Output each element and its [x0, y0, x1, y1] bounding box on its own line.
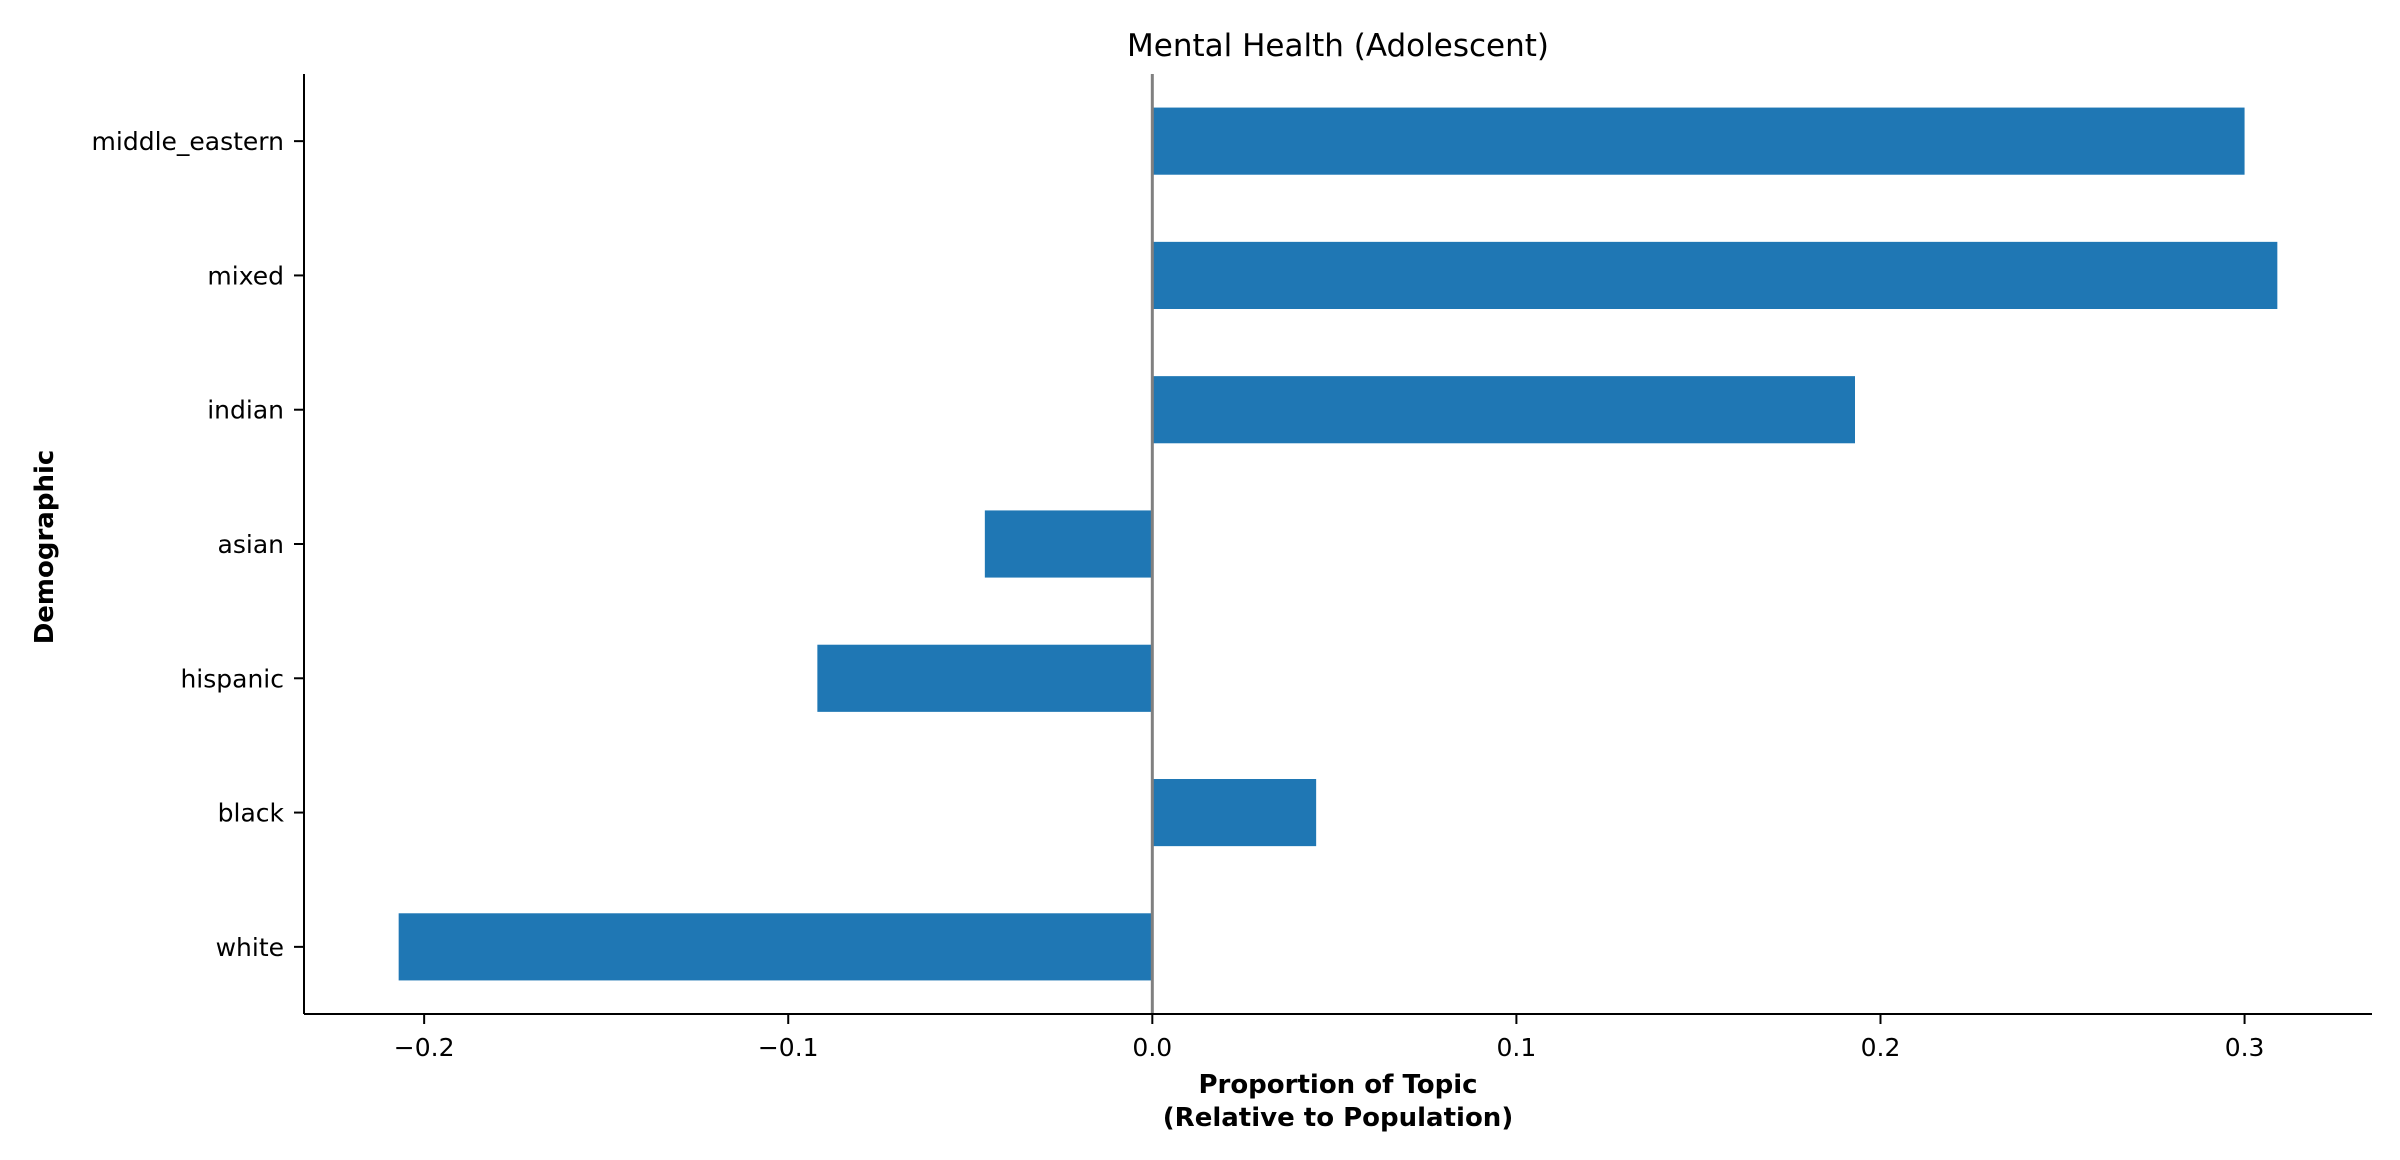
- y-tick-label-asian: asian: [218, 530, 284, 559]
- x-axis-label-line-1: Proportion of Topic: [1198, 1070, 1477, 1100]
- bars-group: [398, 107, 2278, 981]
- y-axis-label: Demographic: [30, 450, 60, 645]
- y-tick-label-indian: indian: [207, 396, 284, 425]
- x-axis-label-line-2: (Relative to Population): [1163, 1103, 1513, 1133]
- x-tick-label: −0.2: [394, 1033, 455, 1062]
- y-tick-label-hispanic: hispanic: [180, 664, 284, 693]
- x-tick-label: 0.0: [1132, 1033, 1172, 1062]
- bar-indian: [1152, 376, 1855, 444]
- bar-white: [398, 913, 1153, 981]
- y-tick-label-white: white: [216, 933, 284, 962]
- bar-asian: [984, 510, 1153, 578]
- y-tick-label-middle-eastern: middle_eastern: [92, 127, 284, 156]
- bar-hispanic: [817, 644, 1153, 712]
- x-ticks-group: −0.2 −0.1 0.0 0.1 0.2 0.3: [394, 1014, 2265, 1062]
- y-tick-label-mixed: mixed: [207, 261, 284, 290]
- y-tick-label-black: black: [218, 799, 285, 828]
- bar-middle-eastern: [1152, 107, 2245, 175]
- x-tick-label: 0.1: [1497, 1033, 1537, 1062]
- x-tick-label: 0.2: [1861, 1033, 1901, 1062]
- bar-black: [1152, 779, 1317, 847]
- chart-title: Mental Health (Adolescent): [1127, 28, 1549, 64]
- x-tick-label: −0.1: [758, 1033, 819, 1062]
- x-tick-label: 0.3: [2225, 1033, 2265, 1062]
- bar-mixed: [1152, 241, 2278, 309]
